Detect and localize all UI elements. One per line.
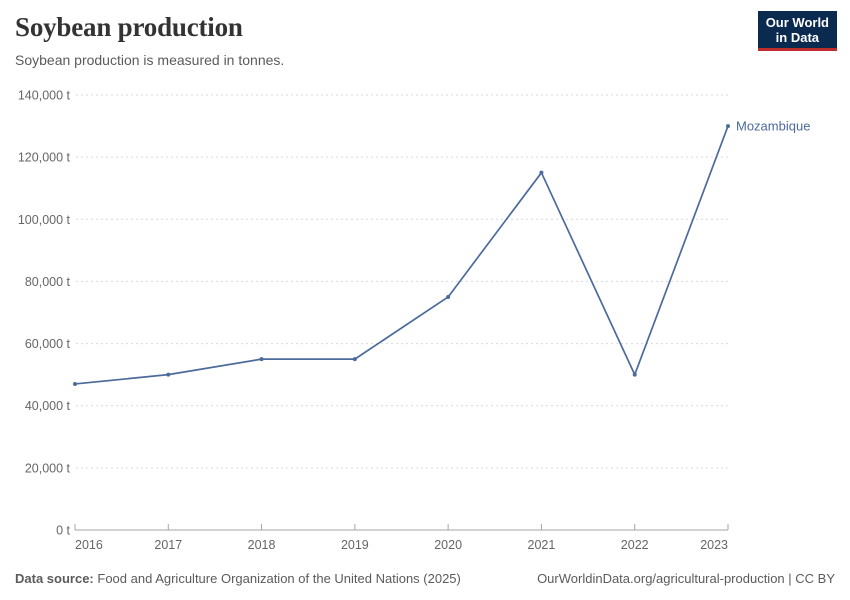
y-axis-label: 100,000 t <box>18 213 71 227</box>
x-axis-label: 2018 <box>248 538 276 552</box>
data-point-marker[interactable] <box>632 372 637 377</box>
chart-title: Soybean production <box>15 12 243 42</box>
owid-logo[interactable]: Our World in Data <box>757 11 837 51</box>
x-axis-label: 2021 <box>528 538 556 552</box>
y-axis-label: 20,000 t <box>25 461 71 475</box>
data-point-marker[interactable] <box>166 372 171 377</box>
data-point-marker[interactable] <box>726 124 730 129</box>
series-line[interactable] <box>74 125 729 385</box>
x-axis-label: 2019 <box>341 538 369 552</box>
x-axis-label: 2022 <box>621 538 649 552</box>
y-axis-label: 140,000 t <box>18 89 71 103</box>
y-axis-label: 80,000 t <box>25 275 71 289</box>
data-point-marker[interactable] <box>73 381 77 386</box>
y-axis-label: 120,000 t <box>18 151 71 165</box>
x-axis-label: 2017 <box>154 538 182 552</box>
owid-logo-line1: Our World <box>765 15 829 30</box>
series-end-label[interactable]: Mozambique <box>736 119 810 134</box>
x-axis-label: 2020 <box>434 538 462 552</box>
data-point-marker[interactable] <box>259 357 264 362</box>
data-point-marker[interactable] <box>352 357 357 362</box>
y-axis-label: 40,000 t <box>25 399 71 413</box>
x-axis-label: 2023 <box>700 538 728 552</box>
data-point-marker[interactable] <box>539 170 544 175</box>
data-source-note: Data source: Food and Agriculture Organi… <box>15 571 461 586</box>
y-axis-label: 60,000 t <box>25 337 71 351</box>
data-source-label: Data source: <box>15 571 94 586</box>
chart-footer: Data source: Food and Agriculture Organi… <box>15 571 835 586</box>
y-axis-label: 0 t <box>56 524 70 538</box>
chart-subtitle: Soybean production is measured in tonnes… <box>15 52 285 68</box>
x-axis-label: 2016 <box>75 538 103 552</box>
data-point-marker[interactable] <box>446 294 451 299</box>
owid-logo-line2: in Data <box>775 30 820 45</box>
footer-citation-link[interactable]: OurWorldinData.org/agricultural-producti… <box>537 571 835 586</box>
data-source-text: Food and Agriculture Organization of the… <box>97 571 461 586</box>
